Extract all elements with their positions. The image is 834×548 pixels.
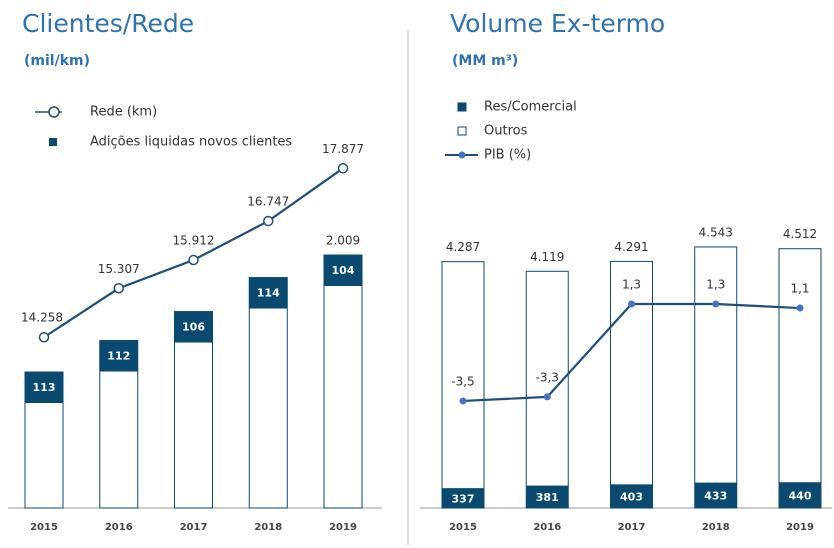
chart-subtitle: (mil/km): [24, 53, 90, 69]
data-label: -3,5: [451, 374, 474, 388]
addition-label: 112: [107, 350, 130, 363]
data-label: 17.877: [322, 142, 364, 156]
chart-title: Clientes/Rede: [22, 9, 194, 38]
legend-marker: [48, 106, 60, 118]
data-label: 16.747: [247, 195, 289, 209]
x-tick-label: 2016: [105, 522, 133, 533]
bar-segment: [441, 261, 485, 490]
data-label: -3,3: [536, 370, 559, 384]
addition-box: [249, 277, 288, 309]
x-tick-label: 2019: [786, 522, 814, 533]
point: [337, 163, 349, 174]
point: [796, 304, 804, 312]
legend-label: Outros: [484, 124, 528, 139]
x-tick-label: 2016: [533, 522, 561, 533]
addition-box: [324, 255, 362, 287]
point: [543, 393, 551, 401]
segment-label: 337: [452, 492, 475, 505]
x-tick-label: 2015: [449, 522, 477, 533]
x-tick-label: 2017: [618, 522, 646, 533]
addition-label: 106: [182, 321, 205, 334]
addition-label: 113: [33, 381, 56, 394]
legend-label: Rede (km): [90, 105, 157, 120]
legend-marker: [49, 138, 57, 146]
addition-box: [25, 372, 63, 403]
legend-label: Adições liquidas novos clientes: [90, 135, 292, 150]
addition-box: [174, 311, 213, 343]
segment-label: 440: [789, 489, 812, 502]
segment-label: 381: [536, 491, 559, 504]
bar-segment: [525, 270, 569, 487]
total-label: 2.009: [326, 234, 360, 248]
data-label: 15.912: [173, 234, 215, 248]
chart-subtitle: (MM m³): [452, 53, 518, 69]
point: [628, 300, 635, 308]
point: [113, 283, 124, 294]
total-label: 4.543: [699, 225, 733, 239]
bar-segment: [778, 248, 822, 484]
bar-segment: [610, 260, 653, 486]
legend-marker: [457, 102, 467, 112]
data-label: 15.307: [98, 262, 140, 276]
legend-label: PIB (%): [484, 148, 531, 163]
total-label: 4.512: [783, 227, 817, 241]
data-label: 14.258: [21, 311, 63, 325]
legend-marker: [457, 126, 467, 136]
addition-label: 104: [332, 264, 355, 277]
total-label: 4.119: [530, 250, 564, 264]
data-label: 1,3: [622, 278, 641, 292]
point: [188, 254, 199, 266]
x-tick-label: 2019: [329, 522, 357, 533]
segment-label: 433: [704, 490, 727, 503]
bar: [174, 311, 213, 509]
point: [38, 331, 50, 343]
total-label: 4.291: [614, 240, 648, 254]
x-tick-label: 2015: [30, 522, 58, 533]
segment-label: 403: [620, 490, 643, 503]
x-tick-label: 2018: [254, 522, 282, 533]
x-tick-label: 2017: [180, 522, 208, 533]
x-tick-label: 2018: [702, 522, 730, 533]
bar-segment: [694, 246, 738, 484]
bar: [248, 277, 288, 509]
legend-label: Res/Comercial: [484, 100, 577, 115]
addition-label: 114: [257, 287, 280, 300]
point: [712, 300, 720, 308]
data-label: 1,3: [706, 278, 725, 292]
point: [263, 215, 274, 227]
total-label: 4.287: [446, 240, 480, 254]
legend-marker: [458, 151, 466, 159]
bar-segment: [694, 482, 738, 509]
addition-box: [99, 340, 138, 372]
chart-title: Volume Ex-termo: [450, 9, 665, 38]
bar: [323, 254, 363, 509]
point: [459, 397, 467, 405]
data-label: 1,1: [790, 282, 809, 296]
